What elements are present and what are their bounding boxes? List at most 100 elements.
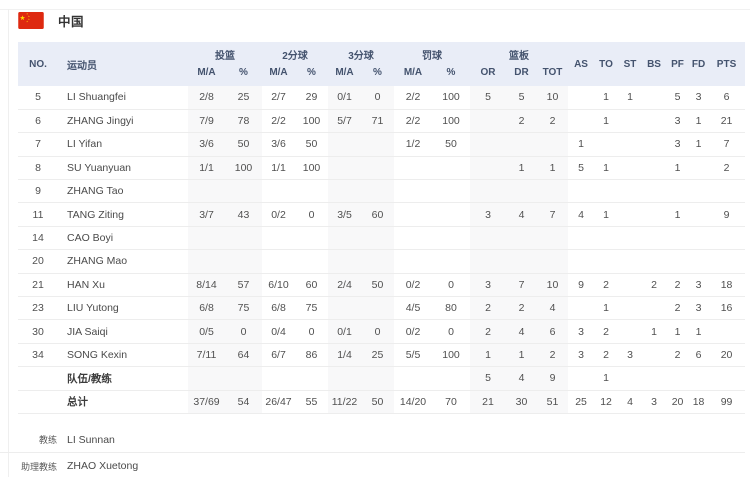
player-number: 21 (18, 273, 58, 298)
col-header-no: NO. (18, 42, 58, 86)
cell-2p-pct: 55 (295, 390, 328, 414)
coach-row: 教练 LI Sunnan (0, 427, 745, 453)
cell-pts: 2 (708, 156, 746, 181)
cell-or (470, 226, 506, 251)
cell-ft-ma: 14/20 (394, 390, 432, 414)
cell-3p-ma (328, 226, 361, 251)
cell-2p-pct (295, 366, 328, 391)
cell-dr (506, 226, 537, 251)
col-group-2-pointers: 2分球 (262, 42, 328, 64)
cell-3p-ma (328, 156, 361, 181)
cell-fd (689, 179, 709, 204)
player-number: 7 (18, 132, 58, 157)
cell-fg-pct (225, 179, 262, 204)
cell-as (568, 366, 595, 391)
cell-pts: 9 (708, 202, 746, 227)
cell-fg-pct (225, 226, 262, 251)
col-header-2p-ma: M/A (262, 64, 295, 86)
assistant-coach-label: 助理教练 (20, 461, 57, 472)
cell-ft-ma (394, 249, 432, 274)
cell-3p-ma: 1/4 (328, 343, 361, 368)
cell-tot: 9 (537, 366, 569, 391)
cell-to: 1 (594, 366, 619, 391)
cell-ft-pct: 100 (432, 109, 470, 134)
cell-pf: 3 (666, 132, 690, 157)
cell-dr: 2 (506, 296, 537, 321)
cell-as (568, 249, 595, 274)
cell-tot (537, 249, 569, 274)
player-row: 8 SU Yuanyuan 1/1 100 1/1 100 1 1 5 1 1 2 (18, 156, 746, 181)
cell-ft-pct: 50 (432, 132, 470, 157)
cell-fd: 1 (689, 132, 709, 157)
cell-2p-ma (262, 366, 295, 391)
cell-as: 5 (568, 156, 595, 181)
china-flag-icon (18, 11, 44, 29)
cell-or: 3 (470, 202, 506, 227)
cell-ft-ma: 2/2 (394, 86, 432, 110)
cell-3p-ma (328, 296, 361, 321)
cell-3p-pct: 0 (361, 86, 394, 110)
cell-pts: 21 (708, 109, 746, 134)
cell-as (568, 86, 595, 110)
cell-2p-ma: 6/10 (262, 273, 295, 298)
row-label: 队伍/教练 (58, 366, 188, 391)
cell-ft-ma: 1/2 (394, 132, 432, 157)
col-header-bs: BS (642, 42, 667, 86)
cell-3p-ma (328, 249, 361, 274)
col-header-fg-pct: % (225, 64, 262, 86)
cell-tot (537, 132, 569, 157)
player-name: ZHANG Mao (58, 249, 188, 274)
cell-pts: 99 (708, 390, 746, 414)
cell-st: 1 (618, 86, 643, 110)
cell-bs: 3 (642, 390, 667, 414)
cell-dr: 5 (506, 86, 537, 110)
cell-3p-pct (361, 296, 394, 321)
cell-or: 2 (470, 296, 506, 321)
cell-dr: 4 (506, 366, 537, 391)
cell-fg-pct: 78 (225, 109, 262, 134)
col-group-3-pointers: 3分球 (328, 42, 394, 64)
cell-ft-ma (394, 179, 432, 204)
cell-to: 1 (594, 86, 619, 110)
cell-3p-ma: 2/4 (328, 273, 361, 298)
cell-fg-ma (188, 249, 225, 274)
cell-as: 25 (568, 390, 595, 414)
cell-ft-ma: 0/2 (394, 319, 432, 344)
cell-bs (642, 202, 667, 227)
cell-2p-ma: 0/2 (262, 202, 295, 227)
cell-dr: 4 (506, 202, 537, 227)
cell-2p-pct: 60 (295, 273, 328, 298)
cell-pts (708, 226, 746, 251)
cell-tot: 6 (537, 319, 569, 344)
cell-fg-pct: 43 (225, 202, 262, 227)
cell-bs (642, 366, 667, 391)
cell-tot: 2 (537, 109, 569, 134)
cell-fd: 3 (689, 296, 709, 321)
cell-fd (689, 249, 709, 274)
cell-2p-ma: 3/6 (262, 132, 295, 157)
col-header-3p-pct: % (361, 64, 394, 86)
cell-pf: 2 (666, 343, 690, 368)
cell-pf (666, 249, 690, 274)
player-number: 20 (18, 249, 58, 274)
cell-as: 3 (568, 343, 595, 368)
assistant-coach-row: 助理教练 ZHAO Xuetong (0, 453, 745, 477)
cell-tot: 51 (537, 390, 569, 414)
cell-fd (689, 202, 709, 227)
cell-bs (642, 226, 667, 251)
cell-or (470, 109, 506, 134)
cell-ft-ma: 5/5 (394, 343, 432, 368)
player-name: LIU Yutong (58, 296, 188, 321)
cell-2p-ma (262, 179, 295, 204)
cell-st (618, 296, 643, 321)
player-name: CAO Boyi (58, 226, 188, 251)
player-name: LI Yifan (58, 132, 188, 157)
cell-to: 12 (594, 390, 619, 414)
cell-3p-ma: 0/1 (328, 86, 361, 110)
cell-bs (642, 343, 667, 368)
cell-bs (642, 109, 667, 134)
cell-fg-ma: 2/8 (188, 86, 225, 110)
col-header-2p-pct: % (295, 64, 328, 86)
cell-pf: 1 (666, 202, 690, 227)
cell-or: 1 (470, 343, 506, 368)
